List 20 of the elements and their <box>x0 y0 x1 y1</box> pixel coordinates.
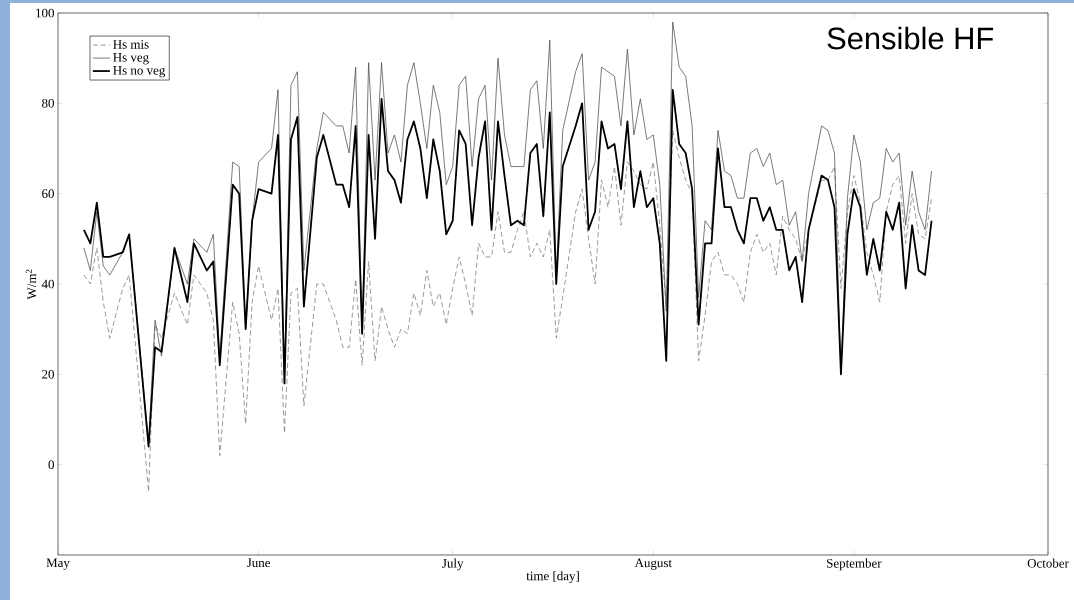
chart-title: Sensible HF <box>827 26 994 50</box>
legend-label: Hs no veg <box>113 66 166 78</box>
y-axis-title: W/m$^{2}$ <box>25 269 37 300</box>
y-tick-label: 60 <box>42 189 54 199</box>
x-tick-label: August <box>634 558 672 570</box>
y-tick-label: 100 <box>36 8 54 18</box>
x-tick-label: September <box>827 558 882 571</box>
y-tick-label: 20 <box>42 369 54 379</box>
y-tick-label: 80 <box>42 98 54 108</box>
x-axis-title: time [day] <box>526 571 579 583</box>
legend-label: Hs mis <box>113 40 149 49</box>
x-tick-label: July <box>442 558 464 571</box>
y-tick-label: 0 <box>48 460 54 470</box>
line-series <box>82 88 933 448</box>
line-series <box>83 130 932 493</box>
x-tick-label: June <box>246 558 271 568</box>
y-tick-label: 40 <box>41 279 54 289</box>
x-tick-label: October <box>1027 558 1069 568</box>
x-tick-label: May <box>46 558 70 570</box>
legend-label: Hs veg <box>113 53 149 65</box>
